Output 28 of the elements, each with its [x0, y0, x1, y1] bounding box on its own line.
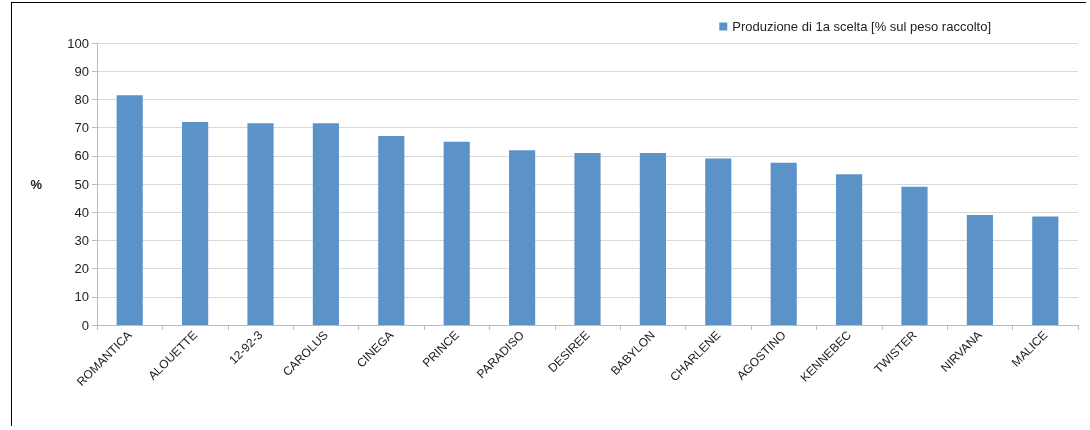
bar — [509, 150, 536, 325]
bar — [182, 121, 209, 325]
bar — [378, 136, 405, 325]
bar — [770, 162, 797, 325]
y-tick-label: 50 — [74, 176, 89, 192]
bar — [901, 186, 928, 325]
bar — [116, 95, 143, 325]
y-tick-label: 90 — [74, 63, 89, 79]
y-tick-label: 70 — [74, 120, 89, 136]
bar — [966, 215, 993, 325]
y-tick-label: 100 — [67, 35, 89, 51]
bar — [247, 123, 274, 325]
bar — [574, 152, 601, 325]
legend-label: Produzione di 1a scelta [% sul peso raccolto] — [732, 19, 991, 34]
bar — [1032, 216, 1059, 325]
bar — [443, 141, 470, 325]
y-tick-label: 30 — [74, 232, 89, 248]
bar — [312, 123, 339, 325]
y-tick-label: 20 — [74, 261, 89, 277]
y-tick-label: 60 — [74, 148, 89, 164]
bar — [639, 152, 666, 325]
y-tick-label: 10 — [74, 289, 89, 305]
y-tick-label: 80 — [74, 91, 89, 107]
y-axis-title: % — [30, 176, 43, 192]
bar — [836, 174, 863, 325]
y-tick-label: 0 — [81, 317, 89, 333]
y-tick-label: 40 — [74, 204, 89, 220]
bar — [705, 158, 732, 325]
